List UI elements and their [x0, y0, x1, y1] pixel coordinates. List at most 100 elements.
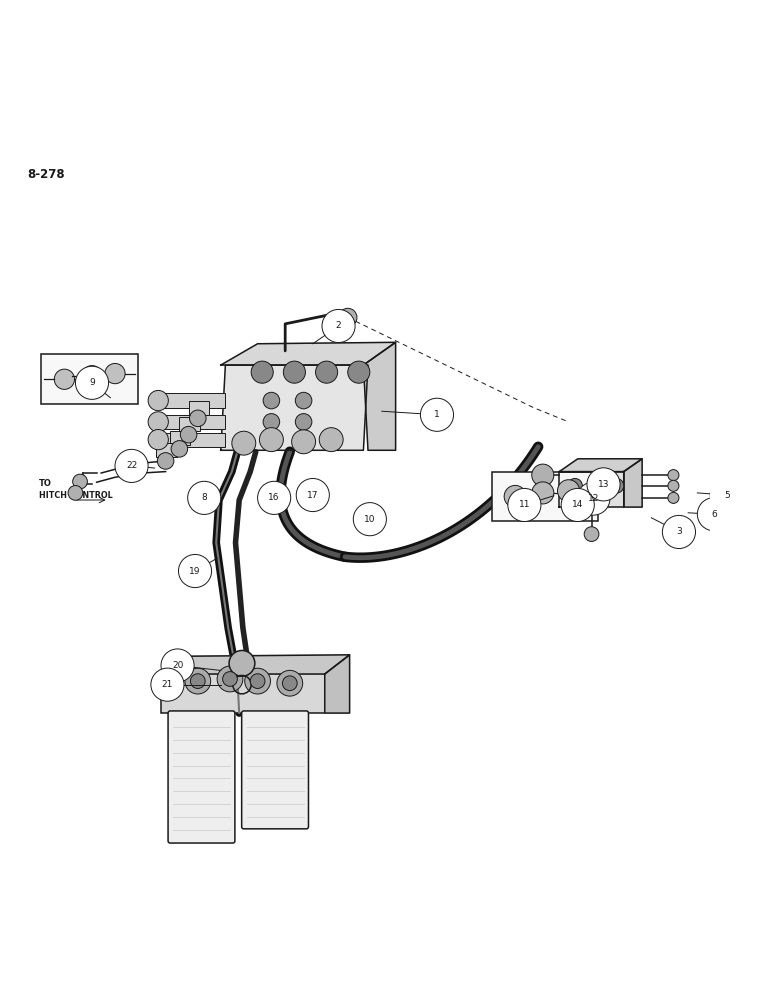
Polygon shape [364, 342, 395, 450]
Circle shape [668, 480, 679, 491]
Circle shape [151, 668, 184, 701]
Circle shape [251, 361, 273, 383]
Circle shape [181, 426, 197, 443]
FancyBboxPatch shape [42, 354, 138, 404]
Circle shape [263, 392, 279, 409]
Circle shape [157, 453, 174, 469]
Circle shape [148, 412, 168, 432]
Circle shape [277, 670, 303, 696]
Text: 19: 19 [189, 567, 201, 576]
FancyBboxPatch shape [168, 711, 235, 843]
FancyBboxPatch shape [188, 401, 209, 415]
Circle shape [322, 309, 355, 343]
Text: 21: 21 [162, 680, 173, 689]
Text: 1: 1 [434, 410, 440, 419]
Circle shape [283, 676, 297, 691]
Text: 12: 12 [587, 494, 599, 503]
Circle shape [587, 468, 620, 501]
Circle shape [668, 492, 679, 503]
Circle shape [232, 431, 256, 455]
Circle shape [148, 390, 168, 411]
Text: HITCH CONTROL: HITCH CONTROL [39, 491, 113, 500]
Circle shape [189, 410, 206, 427]
Circle shape [82, 366, 102, 386]
FancyBboxPatch shape [170, 431, 191, 445]
Text: 8: 8 [201, 493, 207, 502]
Circle shape [259, 428, 283, 452]
Text: 14: 14 [572, 500, 584, 509]
Circle shape [171, 441, 188, 457]
Circle shape [178, 554, 212, 588]
FancyBboxPatch shape [157, 393, 225, 408]
Circle shape [591, 478, 605, 493]
Circle shape [316, 361, 337, 383]
Circle shape [421, 398, 454, 431]
Circle shape [697, 498, 730, 531]
Circle shape [296, 414, 312, 430]
Circle shape [161, 649, 194, 682]
Circle shape [320, 428, 343, 452]
Circle shape [115, 449, 148, 482]
Circle shape [217, 666, 243, 692]
Circle shape [504, 485, 527, 507]
Circle shape [710, 478, 743, 512]
Circle shape [354, 503, 387, 536]
Circle shape [245, 668, 270, 694]
Circle shape [567, 478, 582, 493]
Polygon shape [221, 365, 368, 450]
Circle shape [508, 488, 541, 522]
Text: 16: 16 [269, 493, 280, 502]
Text: 17: 17 [307, 491, 319, 500]
FancyBboxPatch shape [157, 443, 177, 457]
Text: 9: 9 [89, 378, 95, 387]
Circle shape [668, 470, 679, 481]
Text: 13: 13 [598, 480, 609, 489]
Text: 22: 22 [126, 461, 137, 470]
Text: 5: 5 [724, 491, 730, 500]
Circle shape [222, 672, 237, 686]
Text: TO: TO [39, 479, 52, 488]
Circle shape [54, 369, 75, 389]
Circle shape [283, 361, 306, 383]
Circle shape [188, 481, 221, 514]
Circle shape [148, 430, 168, 450]
Circle shape [577, 482, 610, 515]
FancyBboxPatch shape [493, 472, 598, 521]
Circle shape [532, 482, 554, 504]
FancyBboxPatch shape [161, 674, 325, 713]
Circle shape [764, 471, 772, 504]
FancyBboxPatch shape [179, 417, 200, 431]
Circle shape [561, 488, 594, 522]
Text: 3: 3 [676, 527, 682, 536]
Circle shape [584, 527, 599, 541]
Circle shape [73, 474, 87, 489]
Polygon shape [560, 472, 624, 507]
FancyBboxPatch shape [157, 433, 225, 447]
Circle shape [557, 480, 580, 502]
Text: 11: 11 [519, 500, 530, 509]
Polygon shape [161, 655, 350, 674]
Text: 8-278: 8-278 [27, 168, 65, 181]
Circle shape [105, 363, 125, 384]
Polygon shape [325, 655, 350, 713]
Circle shape [532, 464, 554, 486]
FancyBboxPatch shape [242, 711, 309, 829]
Polygon shape [560, 459, 642, 472]
Circle shape [296, 478, 330, 512]
Circle shape [662, 515, 696, 549]
Circle shape [185, 668, 211, 694]
Circle shape [292, 430, 316, 454]
Circle shape [68, 486, 83, 500]
Circle shape [609, 478, 624, 493]
Circle shape [296, 392, 312, 409]
Circle shape [76, 366, 109, 399]
Polygon shape [624, 459, 642, 507]
Text: 2: 2 [336, 321, 341, 330]
Circle shape [339, 308, 357, 327]
Circle shape [250, 674, 265, 688]
Circle shape [229, 650, 255, 676]
Text: 10: 10 [364, 515, 376, 524]
Circle shape [258, 481, 291, 514]
Circle shape [191, 674, 205, 688]
Circle shape [263, 414, 279, 430]
